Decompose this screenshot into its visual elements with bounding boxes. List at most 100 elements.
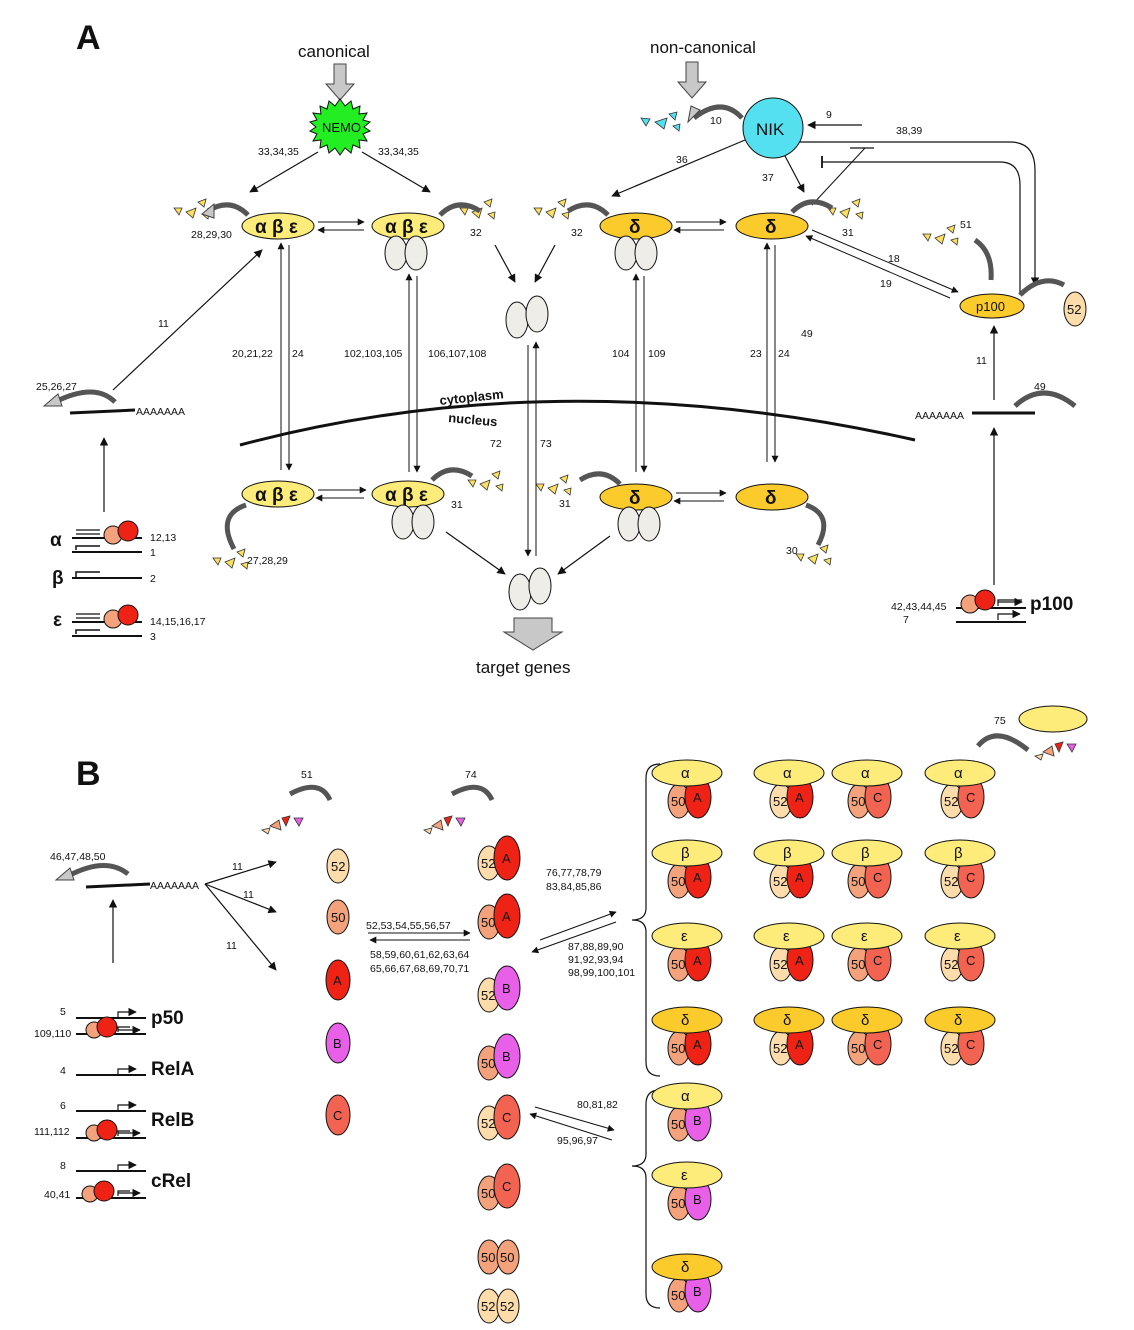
num-12-13: 12,13 bbox=[150, 532, 176, 544]
num-49-a: 49 bbox=[801, 328, 813, 340]
num-73: 73 bbox=[540, 438, 552, 450]
nfkb-dimer-cyt bbox=[505, 301, 529, 339]
complex-relb-2-ikb-label: δ bbox=[681, 1259, 689, 1276]
complex-1-0-left-label: 50 bbox=[671, 874, 685, 889]
gene-alpha-label: α bbox=[50, 530, 62, 551]
complex-relb-2-left-label: 50 bbox=[671, 1288, 685, 1303]
complex-0-2-ikb bbox=[831, 759, 903, 787]
dimer-52-b-left: 52 bbox=[481, 988, 495, 1003]
dimer-52-52-right: 52 bbox=[500, 1299, 514, 1314]
num-30: 30 bbox=[786, 545, 798, 557]
complex-relb-1-left-label: 50 bbox=[671, 1196, 685, 1211]
ikb-delta-bound-cyt bbox=[599, 212, 673, 240]
dimer-52-a-left: 52 bbox=[481, 856, 495, 871]
complex-2-1-ikb-label: ε bbox=[783, 928, 790, 945]
monomer-52: 52 bbox=[331, 859, 345, 874]
complex-2-0-ikb bbox=[651, 922, 723, 950]
complex-3-3-ikb-label: δ bbox=[954, 1012, 962, 1029]
num-3: 3 bbox=[150, 631, 156, 643]
complex-1-3-left-label: 52 bbox=[944, 874, 958, 889]
complex-1-0-ikb bbox=[651, 839, 723, 867]
complex-0-3-left-label: 52 bbox=[944, 794, 958, 809]
complex-relb-2-ikb bbox=[651, 1253, 723, 1281]
complex-2-1-ikb bbox=[753, 922, 825, 950]
polya-left: AAAAAAA bbox=[136, 406, 185, 418]
num-91-94: 91,92,93,94 bbox=[568, 954, 624, 966]
dimer-50-50-left: 50 bbox=[481, 1250, 495, 1265]
num-83-86: 83,84,85,86 bbox=[546, 881, 602, 893]
complex-relb-1-right-label: B bbox=[693, 1192, 702, 1207]
dimer-50-a-left: 50 bbox=[481, 915, 495, 930]
dimer-52-a-right: A bbox=[502, 851, 511, 866]
num-24-b: 24 bbox=[778, 348, 790, 360]
dimer-50-b-right: B bbox=[502, 1049, 511, 1064]
complex-0-0-right-label: A bbox=[693, 790, 702, 805]
complex-1-3-ikb bbox=[924, 839, 996, 867]
monomer-b: B bbox=[333, 1036, 342, 1051]
complex-relb-0-right-label: B bbox=[693, 1113, 702, 1128]
complex-0-2-right-label: C bbox=[873, 790, 882, 805]
complex-2-3-ikb-label: ε bbox=[954, 928, 961, 945]
num-10: 10 bbox=[710, 115, 722, 127]
nucleus-label: nucleus bbox=[448, 410, 498, 429]
num-32-right: 32 bbox=[571, 227, 583, 239]
complex-3-1-ikb bbox=[753, 1006, 825, 1034]
panel-b-label: B bbox=[76, 755, 101, 793]
num-52-57: 52,53,54,55,56,57 bbox=[366, 920, 451, 932]
dimer-50-50-right: 50 bbox=[500, 1250, 514, 1265]
num-24-a: 24 bbox=[292, 348, 304, 360]
num-7: 7 bbox=[903, 614, 909, 626]
num-42-43-44-45: 42,43,44,45 bbox=[891, 601, 947, 613]
p100-protein bbox=[959, 293, 1025, 319]
monomer-c: C bbox=[333, 1108, 342, 1123]
complex-3-3-ikb bbox=[924, 1006, 996, 1034]
nik-circle bbox=[742, 97, 804, 159]
gene-relb-label: RelB bbox=[151, 1110, 194, 1131]
ikb-abe-bound-cyt bbox=[371, 212, 445, 240]
complex-1-2-left-label: 50 bbox=[851, 874, 865, 889]
complex-1-1-right-label: A bbox=[795, 870, 804, 885]
num-74: 74 bbox=[465, 769, 477, 781]
num-31-mid-right: 31 bbox=[559, 498, 571, 510]
complex-3-1-right-label: A bbox=[795, 1037, 804, 1052]
complex-3-0-ikb bbox=[651, 1006, 723, 1034]
num-2: 2 bbox=[150, 573, 156, 585]
ikb-delta-free-nuc-label: δ bbox=[765, 488, 777, 509]
num-36: 36 bbox=[676, 154, 688, 166]
complex-2-1-right-label: A bbox=[795, 953, 804, 968]
panel-a: A canonical non-canonical NEMO NIK 10 9 … bbox=[36, 19, 1087, 677]
gene-crel-label: cRel bbox=[151, 1171, 191, 1192]
panel-b: B AAAAAAA 46,47,48,50 11 11 11 51 52 50 … bbox=[34, 705, 1088, 1324]
nik-autodegradation-arrow bbox=[692, 104, 744, 121]
complex-0-3-right-label: C bbox=[966, 790, 975, 805]
num-31-mid-left: 31 bbox=[451, 499, 463, 511]
num-28-29-30: 28,29,30 bbox=[191, 229, 232, 241]
dimer-50-a-right: A bbox=[502, 909, 511, 924]
complex-3-3-right-label: C bbox=[966, 1037, 975, 1052]
dimer-list: 52 A 50 A 52 B 50 B 52 C 50 C 50 bbox=[477, 835, 521, 1324]
complex-3-3-left-label: 52 bbox=[944, 1041, 958, 1056]
complex-3-0-ikb-label: δ bbox=[681, 1012, 689, 1029]
num-80-81-82: 80,81,82 bbox=[577, 1099, 618, 1111]
num-40-41: 40,41 bbox=[44, 1189, 70, 1201]
dimer-50-c-left: 50 bbox=[481, 1186, 495, 1201]
num-11-b: 11 bbox=[976, 355, 987, 367]
complex-0-3-ikb-label: α bbox=[954, 765, 963, 782]
gene-rela-label: RelA bbox=[151, 1059, 195, 1080]
num-31-top: 31 bbox=[842, 227, 854, 239]
complex-3-1-ikb-label: δ bbox=[783, 1012, 791, 1029]
num-20-21-22: 20,21,22 bbox=[232, 348, 273, 360]
num-111-112: 111,112 bbox=[34, 1126, 70, 1138]
brace-top bbox=[631, 763, 661, 1077]
polya-b: AAAAAAA bbox=[150, 880, 199, 892]
complex-relb-1-ikb bbox=[651, 1161, 723, 1189]
complex-grid: 50 Aα 52 Aα 50 Cα 52 Cα 50 Aβ 52 Aβ 50 Cβ 52 Cβ 50 Aε 52 Aε… bbox=[651, 759, 996, 1313]
num-19: 19 bbox=[880, 278, 892, 290]
panel-a-label: A bbox=[76, 19, 101, 57]
free-ikb-top-right bbox=[1018, 705, 1088, 733]
num-109-110: 109,110 bbox=[34, 1028, 71, 1040]
num-46-47-48-50: 46,47,48,50 bbox=[50, 851, 106, 863]
ikb-delta-bound-cyt-label: δ bbox=[629, 217, 641, 238]
complex-2-3-left-label: 52 bbox=[944, 957, 958, 972]
